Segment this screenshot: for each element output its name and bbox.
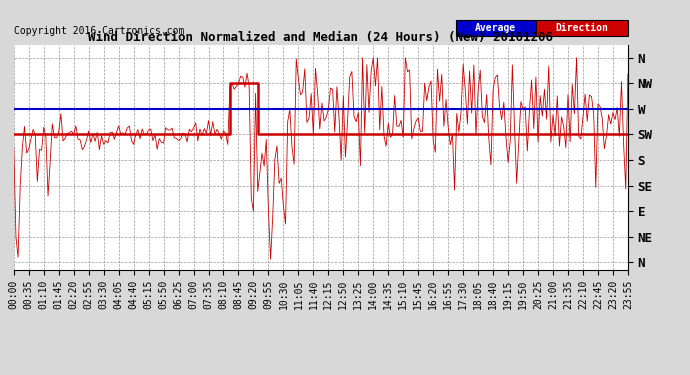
Text: Average: Average [475,23,516,33]
FancyBboxPatch shape [535,20,628,36]
Text: Direction: Direction [555,23,609,33]
Title: Wind Direction Normalized and Median (24 Hours) (New) 20161206: Wind Direction Normalized and Median (24… [88,31,553,44]
FancyBboxPatch shape [456,20,535,36]
Text: Copyright 2016 Cartronics.com: Copyright 2016 Cartronics.com [14,26,184,36]
